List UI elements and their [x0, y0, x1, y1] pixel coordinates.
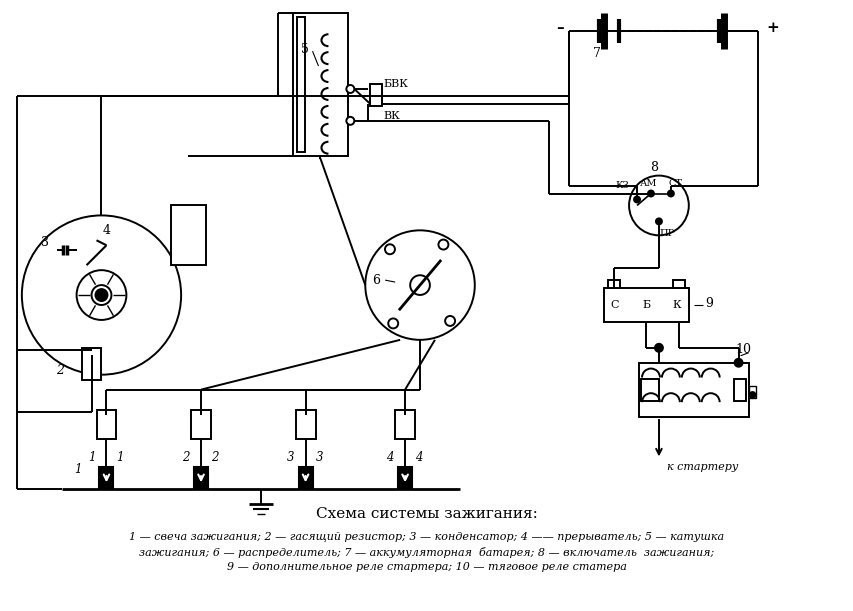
- Text: К: К: [672, 300, 681, 310]
- Text: 5: 5: [300, 43, 308, 56]
- Bar: [96, 409, 116, 439]
- Text: Б: Б: [641, 300, 650, 310]
- Bar: [299, 467, 312, 489]
- Text: 1: 1: [74, 463, 82, 476]
- Text: 4: 4: [386, 451, 393, 464]
- Text: 1: 1: [88, 451, 96, 464]
- Text: 7: 7: [593, 46, 601, 60]
- Circle shape: [749, 392, 755, 398]
- Bar: [293, 13, 348, 156]
- Bar: [748, 386, 756, 398]
- Text: АМ: АМ: [640, 179, 657, 188]
- Text: +: +: [765, 21, 778, 35]
- Circle shape: [96, 289, 107, 301]
- Text: ВК: ВК: [383, 111, 399, 121]
- Bar: [672, 280, 684, 288]
- Circle shape: [633, 197, 639, 202]
- Bar: [296, 17, 305, 152]
- Bar: [370, 84, 382, 106]
- Text: 6: 6: [372, 274, 380, 287]
- Text: 4: 4: [415, 451, 422, 464]
- Circle shape: [647, 191, 653, 197]
- Circle shape: [667, 191, 673, 197]
- Text: 10: 10: [734, 343, 751, 356]
- Bar: [395, 409, 415, 439]
- Text: 3: 3: [41, 236, 49, 249]
- Circle shape: [385, 244, 394, 254]
- Circle shape: [444, 316, 455, 326]
- Text: зажигания; 6 — распределитель; 7 — аккумуляторная  батарея; 8 — включатель  зажи: зажигания; 6 — распределитель; 7 — аккум…: [139, 547, 714, 558]
- Circle shape: [346, 85, 354, 93]
- Circle shape: [346, 117, 354, 125]
- Bar: [100, 467, 113, 489]
- Bar: [638, 363, 748, 417]
- Circle shape: [22, 216, 181, 375]
- Bar: [194, 467, 208, 489]
- Text: БВК: БВК: [383, 79, 408, 89]
- Text: Схема системы зажигания:: Схема системы зажигания:: [316, 507, 537, 521]
- Bar: [82, 348, 102, 379]
- Circle shape: [654, 344, 662, 352]
- Text: 8: 8: [649, 161, 657, 174]
- Circle shape: [365, 230, 474, 340]
- Bar: [295, 409, 315, 439]
- Bar: [397, 467, 412, 489]
- Circle shape: [409, 275, 429, 295]
- Text: 9 — дополнительное реле стартера; 10 — тяговое реле статера: 9 — дополнительное реле стартера; 10 — т…: [227, 562, 626, 572]
- Text: 3: 3: [316, 451, 323, 464]
- Circle shape: [77, 270, 126, 320]
- Bar: [641, 379, 659, 401]
- Circle shape: [91, 285, 111, 305]
- Bar: [191, 409, 211, 439]
- Text: 3: 3: [287, 451, 294, 464]
- Circle shape: [438, 240, 448, 249]
- Bar: [733, 379, 745, 401]
- Text: 2: 2: [183, 451, 189, 464]
- Text: ПР: ПР: [659, 229, 674, 238]
- Bar: [607, 280, 619, 288]
- Text: 4: 4: [102, 224, 110, 237]
- Text: 2: 2: [211, 451, 218, 464]
- Text: –: –: [556, 21, 564, 35]
- Bar: [603, 288, 688, 322]
- Text: С: С: [609, 300, 618, 310]
- Text: КЗ: КЗ: [615, 181, 629, 190]
- Circle shape: [655, 218, 661, 224]
- Circle shape: [734, 359, 742, 367]
- Circle shape: [388, 318, 397, 328]
- Text: 1: 1: [117, 451, 124, 464]
- Text: к стартеру: к стартеру: [666, 463, 737, 472]
- Text: СТ: СТ: [668, 179, 682, 188]
- Text: 2: 2: [55, 364, 64, 377]
- Circle shape: [629, 175, 688, 235]
- Text: 1 — свеча зажигания; 2 — гасящий резистор; 3 — конденсатор; 4 —— прерыватель; 5 : 1 — свеча зажигания; 2 — гасящий резисто…: [130, 532, 723, 542]
- Text: 9: 9: [704, 296, 711, 310]
- Bar: [171, 205, 206, 265]
